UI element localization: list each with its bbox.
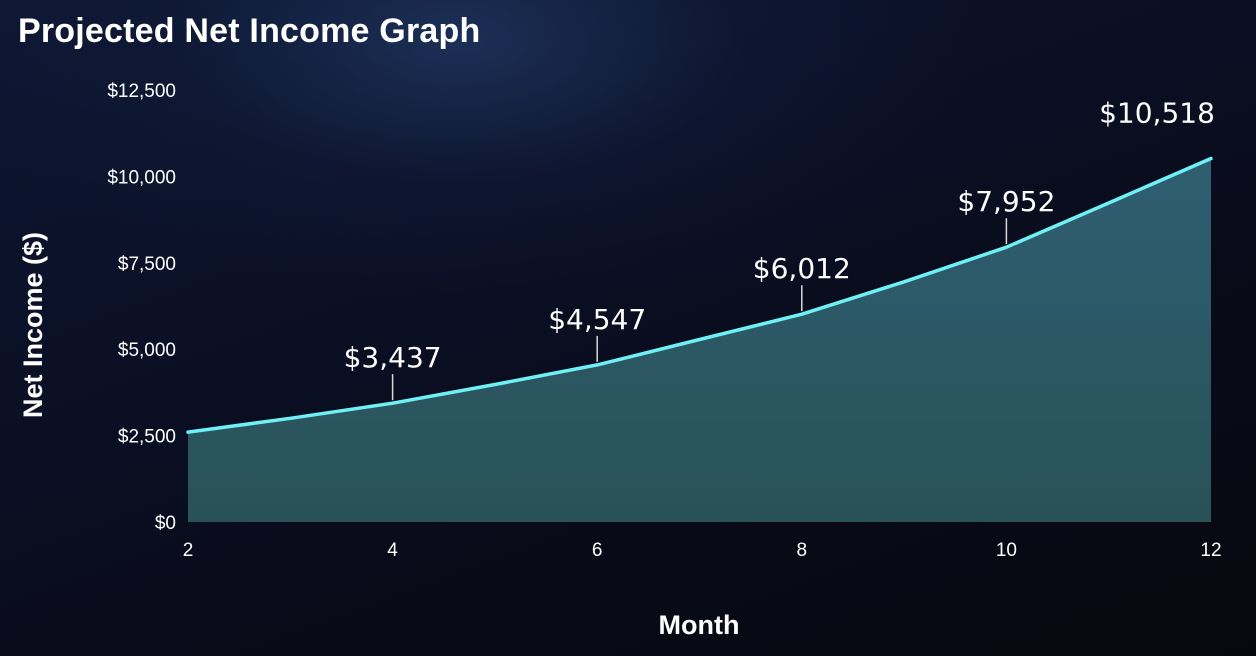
y-axis-ticks: $0 $2,500 $5,000 $7,500 $10,000 $12,500 — [107, 81, 176, 534]
y-tick-label: $0 — [155, 513, 176, 534]
x-axis-ticks: 2 4 6 8 10 12 — [183, 540, 1222, 561]
x-tick-label: 8 — [797, 540, 808, 561]
y-tick-label: $10,000 — [107, 167, 176, 188]
x-tick-label: 2 — [183, 540, 194, 561]
x-tick-label: 6 — [592, 540, 603, 561]
data-label: $3,437 — [344, 341, 442, 374]
x-axis-title: Month — [659, 610, 740, 640]
x-tick-label: 12 — [1200, 540, 1221, 561]
y-tick-label: $7,500 — [118, 254, 176, 275]
data-labels: $3,437 $4,547 $6,012 $7,952 $10,518 — [344, 97, 1215, 401]
data-label: $7,952 — [957, 185, 1055, 218]
y-tick-label: $12,500 — [107, 81, 176, 102]
x-tick-label: 10 — [996, 540, 1017, 561]
data-label: $6,012 — [753, 252, 851, 285]
data-label: $10,518 — [1099, 97, 1215, 130]
data-label: $4,547 — [548, 303, 646, 336]
y-tick-label: $2,500 — [118, 427, 176, 448]
chart-title: Projected Net Income Graph — [18, 12, 481, 50]
series-line — [186, 156, 1213, 434]
y-axis-title: Net Income ($) — [18, 232, 48, 418]
y-tick-label: $5,000 — [118, 340, 176, 361]
plot-area — [186, 156, 1213, 522]
x-tick-label: 4 — [387, 540, 398, 561]
